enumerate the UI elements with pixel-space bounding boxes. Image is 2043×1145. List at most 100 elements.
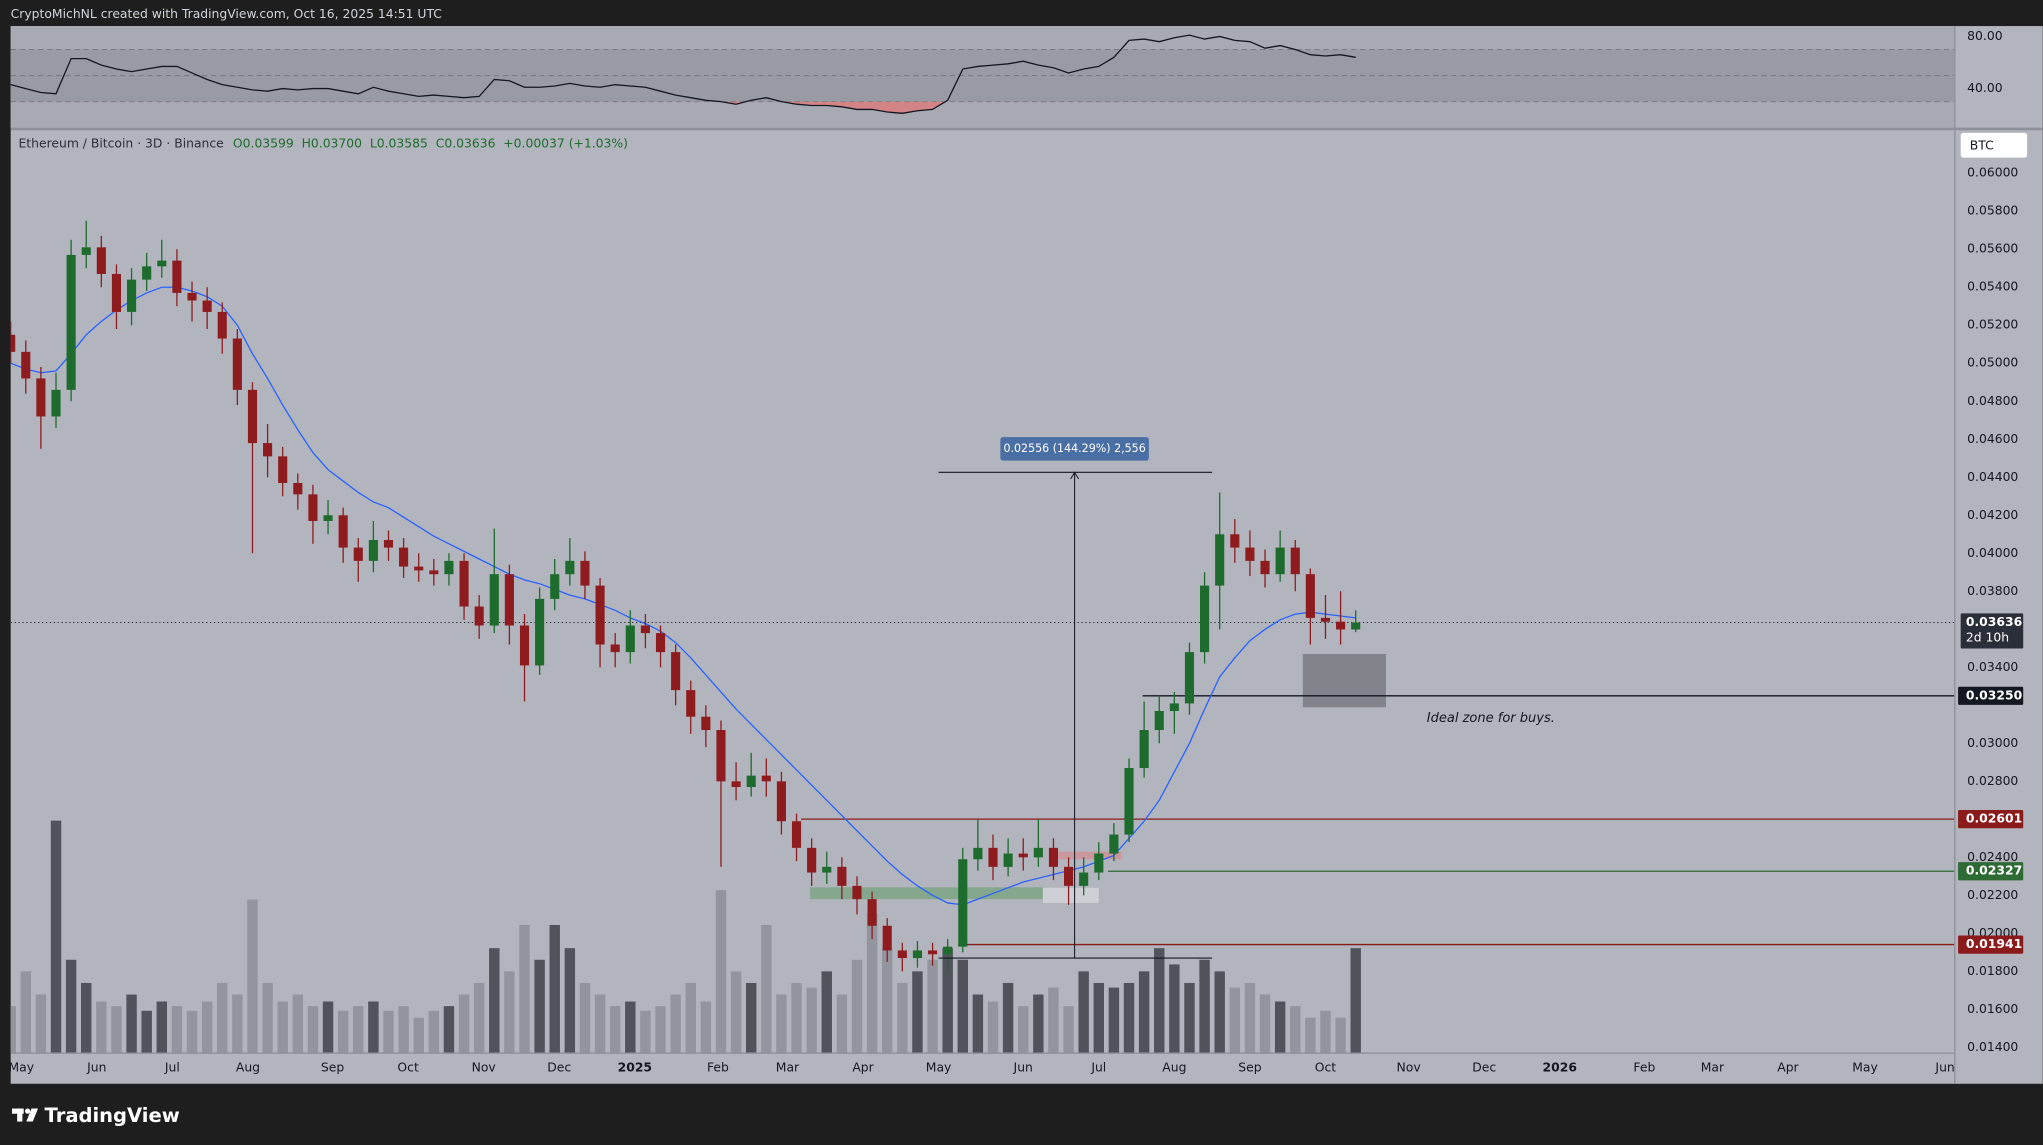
volume-bar [473,982,485,1053]
x-tick-label: Jul [164,1061,180,1075]
candle-body [1200,585,1210,653]
candle-body [278,456,288,483]
candle-body [127,279,137,312]
y-tick-label: 0.01400 [1967,1040,2018,1054]
candle-body [202,300,212,312]
volume-bar [383,1010,394,1053]
zone [810,887,1043,900]
x-tick-label: Nov [1397,1061,1421,1075]
x-tick-label: Aug [1162,1061,1186,1075]
volume-bar [1244,982,1256,1053]
symbol: Ethereum / Bitcoin · 3D · Binance [18,136,223,150]
y-tick-label: 0.02400 [1967,850,2018,864]
volume-bar [957,959,968,1053]
x-tick-label: Feb [1633,1061,1655,1075]
y-tick-label: 0.06000 [1967,166,2018,180]
x-tick-label: Apr [1777,1061,1799,1075]
y-tick-label: 0.03000 [1967,736,2018,750]
volume-bar [640,1010,651,1053]
volume-bar [564,948,576,1053]
measure-arrowhead [1070,471,1079,480]
x-tick-label: Mar [776,1061,800,1075]
legend-close: C0.03636 [436,136,496,150]
candle-body [21,351,31,379]
y-tick-label: 0.05800 [1967,204,2018,218]
volume-bar [1274,1001,1286,1053]
candle-body [1033,847,1043,858]
volume-bar [232,994,243,1053]
pane-separator [10,127,2043,131]
x-tick-label: 2025 [618,1061,652,1075]
volume-bar [217,982,228,1053]
candle-body [263,443,273,457]
candle-body [1305,574,1315,618]
volume-bar [458,994,470,1053]
x-tick-label: Jun [1934,1061,1954,1075]
y-tick-label: 0.04800 [1967,394,2018,408]
candle-body [1139,730,1149,769]
legend-open: O0.03599 [233,136,294,150]
x-tick-label: Aug [236,1061,260,1075]
volume-bar [549,924,560,1053]
y-tick-label: 0.03400 [1967,660,2018,674]
candle-body [1064,866,1074,886]
candle-body [323,515,333,521]
volume-bar [1214,971,1225,1053]
measure-label-box [1000,437,1149,461]
candle-body [1260,560,1270,575]
volume-bar [1033,994,1044,1053]
candle-body [731,781,741,788]
x-tick-label: Sep [321,1061,344,1075]
level-tag [1958,686,2024,705]
volume-bar [171,1006,183,1053]
candle-body [1215,534,1225,586]
volume-bar [791,982,802,1053]
y-tick-label: 0.05000 [1967,356,2018,370]
countdown-label: 2d 10h [1966,631,2009,645]
candle-body [399,547,409,567]
candle-body [66,254,76,390]
level-tag [1958,935,2024,954]
candle-body [1290,547,1300,575]
candle-body [610,644,620,653]
candle-body [701,716,711,731]
currency-box[interactable] [1960,132,2028,158]
volume-bar [987,1001,999,1053]
volume-bar [96,1001,107,1053]
volume-bar [1290,1006,1301,1053]
volume-bar [685,982,696,1053]
candle-body [897,950,907,959]
time-scale-border [10,1052,1955,1054]
volume-bar [1169,964,1180,1053]
zone [1057,851,1122,860]
volume-bar [111,1006,122,1053]
candle-body [1094,853,1104,873]
scale-layer: 80.0040.000.014000.016000.018000.020000.… [8,29,2024,1075]
candle-body [550,574,560,599]
x-tick-label: May [926,1061,952,1075]
main-layer: 0.02556 (144.29%) 2,556 Ideal zone for bu… [10,220,1955,1053]
volume-bar [337,1010,349,1053]
candle-body [444,560,454,575]
last-price-label: 0.03636 [1966,615,2022,629]
candle-body [51,389,61,417]
volume-bar [504,971,515,1053]
volume-bar [141,1010,152,1053]
symbol-legend: Ethereum / Bitcoin · 3D · Binance O0.035… [18,136,627,150]
rsi-tick-label: 40.00 [1967,81,2003,95]
volume-bar [1350,948,1361,1053]
x-tick-label: May [8,1061,34,1075]
currency[interactable]: BTC [1970,138,1994,152]
volume-bar [353,1006,364,1053]
candle-body [489,574,499,626]
candle-body [308,494,318,521]
candle-body [776,781,786,822]
candle-body [640,625,650,634]
candle-body [988,847,998,867]
volume-bar [201,1001,213,1053]
x-tick-label: Oct [1315,1061,1337,1075]
y-tick-label: 0.02200 [1967,888,2018,902]
x-tick-label: May [1852,1061,1878,1075]
candle-body [1169,703,1179,712]
level-tag [1958,862,2024,881]
